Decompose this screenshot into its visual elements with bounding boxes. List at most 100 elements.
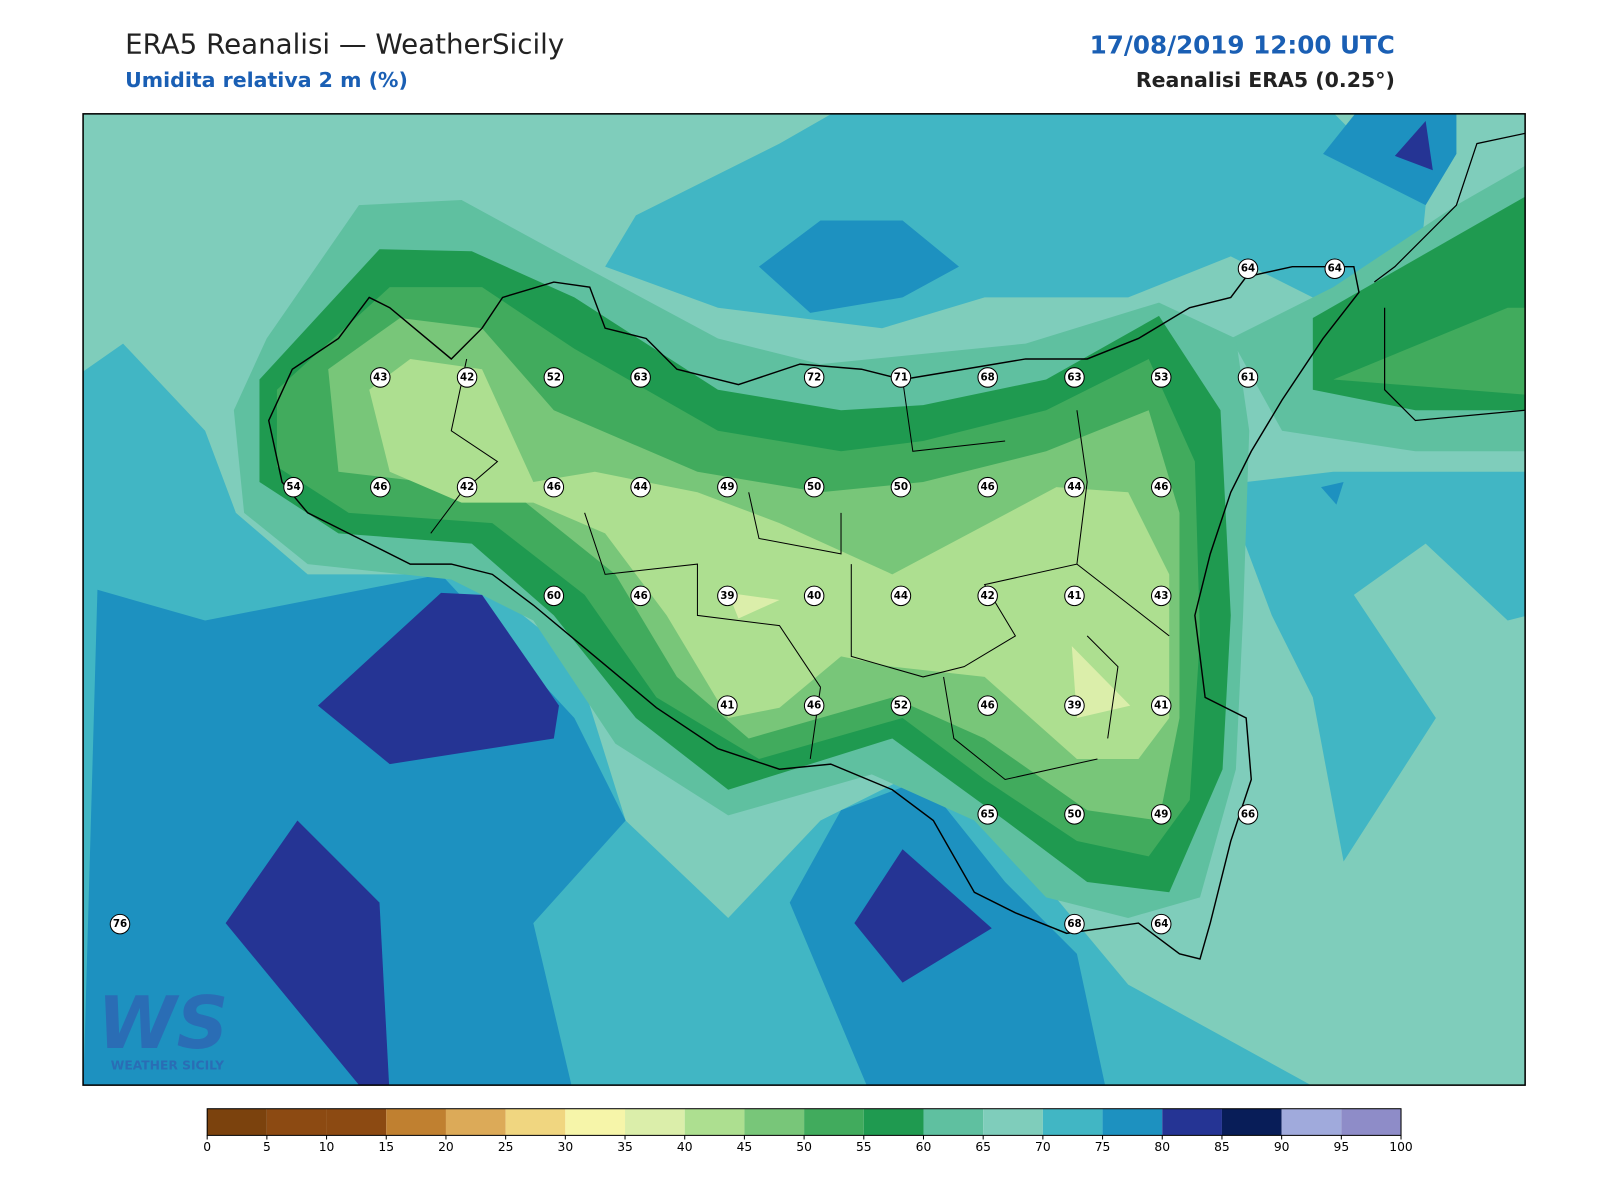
colorbar-swatch xyxy=(266,1108,327,1136)
station-value: 61 xyxy=(1241,371,1255,383)
colorbar-tick-label: 15 xyxy=(378,1140,394,1154)
station-value: 44 xyxy=(1067,481,1081,493)
colorbar-tick-label: 30 xyxy=(558,1140,574,1154)
field-35 xyxy=(1071,646,1131,718)
colorbar-swatch xyxy=(386,1108,446,1136)
colorbar-swatch xyxy=(565,1108,626,1136)
station-value: 41 xyxy=(1154,700,1168,712)
station-marker xyxy=(1237,258,1259,279)
station-marker xyxy=(456,367,478,388)
station-marker xyxy=(977,804,998,825)
station-value: 49 xyxy=(1154,808,1168,820)
station-marker xyxy=(1237,367,1259,388)
field-40 xyxy=(369,358,1170,759)
calabria-coast xyxy=(1373,132,1526,422)
station-value: 63 xyxy=(1067,371,1081,383)
colorbar-swatch xyxy=(1281,1108,1342,1136)
colorbar-swatch xyxy=(1042,1108,1103,1136)
station-value: 42 xyxy=(981,590,995,602)
subtitle: Umidita relativa 2 m (%) xyxy=(125,68,408,92)
colorbar-tick-label: 20 xyxy=(438,1140,454,1154)
colorbar-tick-label: 35 xyxy=(617,1140,633,1154)
station-marker xyxy=(1064,695,1085,716)
colorbar-tick-label: 10 xyxy=(319,1140,335,1154)
date: 17/08/2019 12:00 UTC xyxy=(1090,30,1395,59)
station-marker xyxy=(1064,804,1085,825)
station-marker xyxy=(890,695,912,716)
colorbar-swatch xyxy=(326,1108,387,1136)
logo-mark: WS xyxy=(97,981,228,1065)
field-80 xyxy=(854,849,992,983)
station-value: 52 xyxy=(547,371,561,383)
station-marker xyxy=(1150,367,1172,388)
colorbar-tick-label: 65 xyxy=(975,1140,991,1154)
station-value: 43 xyxy=(373,371,387,383)
station-value: 46 xyxy=(981,700,995,712)
logo: WS WEATHER SICILY xyxy=(97,981,228,1073)
field-80 xyxy=(1394,121,1433,171)
station-marker xyxy=(283,476,304,498)
colorbar-swatch xyxy=(207,1108,267,1136)
station-marker xyxy=(630,585,651,607)
station-value: 40 xyxy=(807,590,821,602)
station-marker xyxy=(890,367,912,388)
map: WS WEATHER SICILY xyxy=(83,113,1526,1086)
colorbar-tick-label: 45 xyxy=(737,1140,753,1154)
station-value: 46 xyxy=(1154,481,1168,493)
colorbar-swatch xyxy=(1341,1108,1402,1136)
field-80 xyxy=(317,592,559,765)
colorbar-swatch xyxy=(983,1108,1043,1136)
station-value: 42 xyxy=(460,481,474,493)
station-value: 39 xyxy=(720,590,734,602)
station-marker xyxy=(543,476,565,498)
colorbar-swatch xyxy=(1221,1108,1282,1136)
station-marker xyxy=(1064,476,1085,498)
field-35 xyxy=(728,592,780,619)
station-value: 43 xyxy=(1154,590,1168,602)
station-value: 76 xyxy=(113,918,127,930)
station-marker xyxy=(1064,913,1085,935)
colorbar-swatch xyxy=(923,1108,984,1136)
colorbar-tick-label: 0 xyxy=(203,1140,211,1154)
station-value: 50 xyxy=(894,481,908,493)
station-value: 60 xyxy=(547,590,561,602)
station-value: 44 xyxy=(633,481,647,493)
station-marker xyxy=(803,695,825,716)
stations: 64 64 43 42 52 63 72 71 68 63 53 61 54 46 42 46 44 49 50 50… xyxy=(109,258,1346,935)
colorbar-swatch xyxy=(445,1108,506,1136)
station-marker xyxy=(1150,804,1172,825)
colorbar-swatch xyxy=(804,1108,864,1136)
station-value: 49 xyxy=(720,481,734,493)
station-value: 64 xyxy=(1154,918,1168,930)
station-marker xyxy=(803,585,825,607)
station-marker xyxy=(543,367,565,388)
field-70 xyxy=(1241,471,1526,862)
field-75 xyxy=(758,220,959,313)
station-value: 52 xyxy=(894,700,908,712)
station-value: 68 xyxy=(1067,918,1081,930)
colorbar-tick-label: 25 xyxy=(498,1140,514,1154)
field-80 xyxy=(225,820,390,1086)
station-marker xyxy=(803,476,825,498)
colorbar: 0 5 10 15 20 25 30 35 40 45 50 55 60 65 70 75 80 85 90 95 10… xyxy=(203,1108,1413,1154)
province-borders xyxy=(430,358,1170,781)
station-marker xyxy=(977,695,998,716)
station-marker xyxy=(717,585,738,607)
colorbar-tick-label: 5 xyxy=(263,1140,271,1154)
coastline xyxy=(267,265,1360,960)
station-value: 41 xyxy=(720,700,734,712)
station-marker xyxy=(456,476,478,498)
station-value: 44 xyxy=(894,590,908,602)
colorbar-tick-label: 95 xyxy=(1334,1140,1350,1154)
colorbar-tick-label: 40 xyxy=(677,1140,693,1154)
station-marker xyxy=(1150,695,1172,716)
colorbar-tick-label: 50 xyxy=(796,1140,812,1154)
colorbar-swatch xyxy=(744,1108,805,1136)
colorbar-tick-label: 55 xyxy=(856,1140,872,1154)
colorbar-tick-label: 70 xyxy=(1035,1140,1051,1154)
source: Reanalisi ERA5 (0.25°) xyxy=(1136,68,1395,92)
station-value: 68 xyxy=(981,371,995,383)
colorbar-tick-label: 80 xyxy=(1154,1140,1170,1154)
